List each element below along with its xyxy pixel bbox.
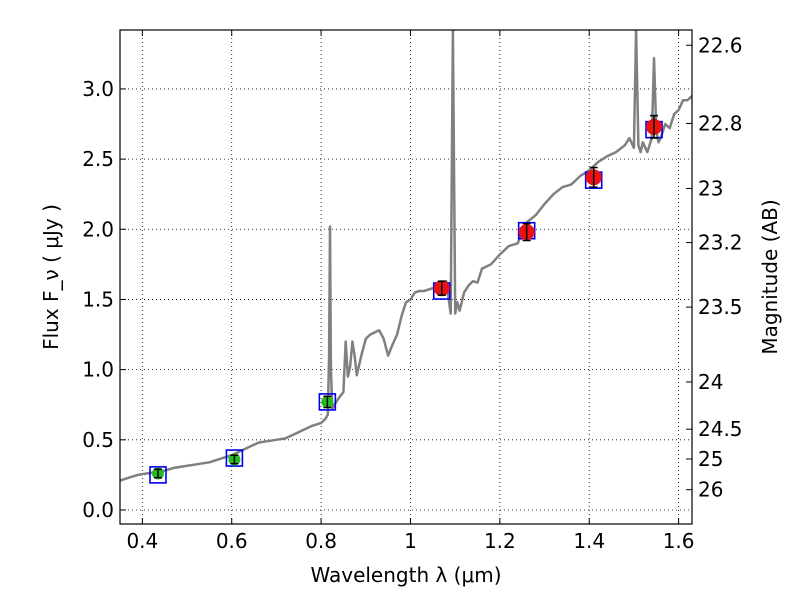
x-tick-label: 1.6 [663, 529, 695, 553]
x-tick-label: 0.4 [126, 529, 158, 553]
y2-tick-label: 23 [698, 176, 723, 200]
y2-tick-label: 26 [698, 478, 723, 502]
x-axis-label: Wavelength λ (μm) [310, 563, 501, 587]
x-tick-label: 0.6 [216, 529, 248, 553]
y-tick-label: 2.0 [82, 217, 114, 241]
x-tick-label: 0.8 [305, 529, 337, 553]
plot-frame [119, 29, 693, 525]
y-tick-label: 3.0 [82, 77, 114, 101]
y2-tick-label: 25 [698, 447, 723, 471]
y-tick-label: 0.5 [82, 428, 114, 452]
y2-tick-label: 23.2 [698, 231, 743, 255]
x-tick-label: 1.2 [484, 529, 516, 553]
y2-tick-label: 22.8 [698, 111, 743, 135]
grid-lines [120, 30, 692, 524]
y2-tick-label: 23.5 [698, 295, 743, 319]
y2-tick-label: 24 [698, 370, 723, 394]
y2-tick-label: 22.6 [698, 33, 743, 57]
y-tick-label: 0.0 [82, 498, 114, 522]
model-photometry-square [318, 393, 337, 411]
data-layer [120, 30, 692, 484]
sed-model-line [120, 30, 692, 482]
x-tick-label: 1.4 [573, 529, 605, 553]
y2-tick-label: 24.5 [698, 417, 743, 441]
model-photometry-square [149, 466, 167, 484]
axis-ticks: 0.4 0.6 0.8 1 1.2 1.4 1.6 0.0 0.5 1.0 1.5 2.0 2.5 3.0… [82, 30, 743, 553]
y-axis-label: Flux F_ν ( μJy ) [39, 204, 63, 350]
y2-axis-label: Magnitude (AB) [758, 199, 782, 354]
x-tick-label: 1 [404, 529, 417, 553]
y-tick-label: 2.5 [82, 147, 114, 171]
y-tick-label: 1.0 [82, 358, 114, 382]
model-photometry-square [225, 449, 244, 467]
y-tick-label: 1.5 [82, 287, 114, 311]
